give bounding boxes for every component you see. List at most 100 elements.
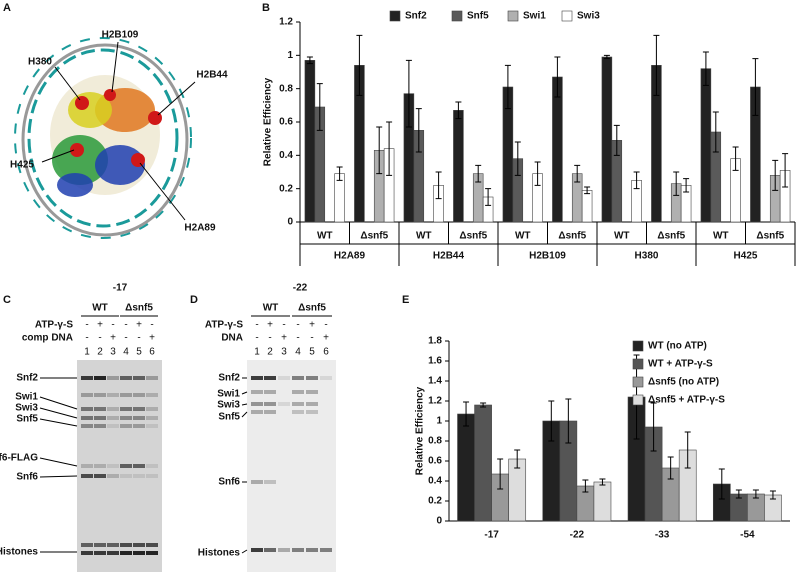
- structure-label: H2B44: [196, 70, 228, 81]
- band-pointer: [241, 391, 248, 395]
- band-label: Snf5: [16, 414, 38, 425]
- bar: [593, 481, 612, 522]
- gel-band: [251, 480, 263, 484]
- condition-sign: -: [255, 333, 258, 344]
- gel-band: [81, 543, 93, 547]
- x-tick-label: -17: [484, 530, 499, 541]
- dna-helix: [21, 43, 189, 237]
- x-tick-label: -22: [570, 530, 585, 541]
- legend-label: Snf2: [405, 11, 427, 22]
- error-bar: [769, 490, 776, 500]
- legend-swatch: [632, 376, 644, 388]
- error-bar: [565, 398, 572, 444]
- band-label: Swi3: [217, 400, 240, 411]
- condition-sign: +: [323, 333, 329, 344]
- bar: [700, 68, 712, 223]
- gel-band: [146, 416, 158, 420]
- gel-band: [320, 548, 332, 552]
- gel-band: [251, 402, 263, 406]
- x-tick-label: -54: [740, 530, 755, 541]
- strain-label: Δsnf5: [298, 303, 326, 314]
- gel-band: [94, 474, 106, 478]
- gel-band: [292, 390, 304, 394]
- bar: [474, 404, 492, 522]
- gel-band: [120, 416, 132, 420]
- gel-band: [251, 376, 263, 380]
- y-tick-label: 1: [287, 50, 293, 61]
- condition-label: comp DNA: [22, 333, 73, 344]
- gel-band: [133, 393, 145, 397]
- gel-band: [264, 410, 276, 414]
- gel-band: [264, 402, 276, 406]
- lane-number: 2: [267, 347, 273, 358]
- gel-band: [306, 410, 318, 414]
- pointer-line: [41, 149, 75, 163]
- gel-band: [94, 393, 106, 397]
- pointer-line: [157, 81, 196, 116]
- gel-band: [146, 551, 158, 555]
- legend-label: Swi3: [577, 11, 600, 22]
- gel-band: [264, 480, 276, 484]
- structure-label: H425: [10, 160, 34, 171]
- error-bar: [405, 59, 412, 128]
- gel-band: [306, 376, 318, 380]
- gel-band: [146, 407, 158, 411]
- legend-swatch: [451, 10, 463, 22]
- error-bar: [336, 166, 343, 181]
- lane-number: 4: [123, 347, 129, 358]
- panel-letter: C: [3, 294, 11, 306]
- lane-number: 5: [136, 347, 142, 358]
- bar: [552, 76, 563, 223]
- dna-helix: [27, 48, 179, 228]
- error-bar: [735, 489, 742, 499]
- site-marker: [131, 153, 145, 167]
- gel-band: [120, 474, 132, 478]
- bar: [334, 173, 345, 223]
- error-bar: [752, 58, 759, 116]
- gel-band: [306, 390, 318, 394]
- y-tick-label: 0.8: [279, 83, 293, 94]
- gel-band: [107, 551, 119, 555]
- error-bar: [376, 126, 383, 175]
- gel-band: [292, 548, 304, 552]
- x-tick-label: -33: [655, 530, 670, 541]
- x-tick-label: Δsnf5: [360, 231, 388, 242]
- error-bar: [574, 164, 581, 183]
- error-bar: [673, 171, 680, 196]
- x-tick-label: Δsnf5: [459, 231, 487, 242]
- y-tick-label: 0.8: [428, 436, 442, 447]
- gel-title: -22: [293, 283, 308, 294]
- error-bar: [485, 188, 492, 206]
- band-label: Snf6: [16, 472, 38, 483]
- error-bar: [599, 478, 606, 486]
- gel-band: [120, 393, 132, 397]
- error-bar: [582, 479, 589, 493]
- histone: [52, 135, 108, 185]
- error-bar: [554, 56, 561, 98]
- band-label: Histones: [198, 548, 241, 559]
- legend-swatch: [632, 340, 644, 352]
- condition-sign: -: [111, 320, 114, 331]
- error-bar: [548, 400, 555, 442]
- legend-swatch: [632, 394, 644, 406]
- x-tick-label: Δsnf5: [558, 231, 586, 242]
- group-label: H2B44: [433, 251, 465, 262]
- gel-band: [320, 376, 332, 380]
- histone: [95, 145, 145, 185]
- band-label: Snf2: [218, 373, 240, 384]
- band-label: Snf5: [218, 412, 240, 423]
- condition-sign: +: [97, 320, 103, 331]
- y-tick-label: 0.4: [279, 150, 293, 161]
- error-bar: [514, 141, 521, 176]
- panel-letter: A: [3, 2, 11, 14]
- lane-number: 6: [149, 347, 155, 358]
- gel-band: [81, 551, 93, 555]
- gel-band: [81, 424, 93, 428]
- condition-label: ATP-γ-S: [35, 320, 73, 331]
- gel-band: [94, 376, 106, 380]
- condition-label: DNA: [221, 333, 243, 344]
- dna-helix: [14, 37, 192, 239]
- band-pointer: [39, 396, 78, 410]
- condition-sign: +: [267, 320, 273, 331]
